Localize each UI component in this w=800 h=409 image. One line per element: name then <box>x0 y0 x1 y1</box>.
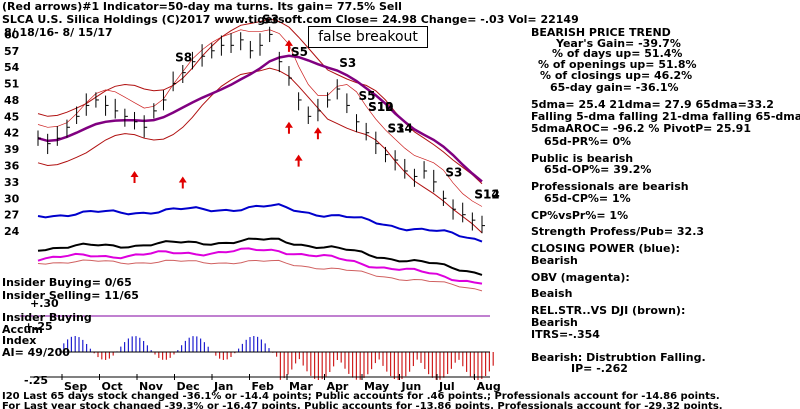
signal-label: S14 <box>387 122 412 136</box>
signal-label: S5 <box>359 89 376 103</box>
insider-buying2-label: Insider Buying <box>2 311 92 324</box>
month-label: Jun <box>401 380 422 393</box>
month-label: Apr <box>327 380 349 393</box>
itrs-value: ITRS=-.354 <box>531 328 600 341</box>
y-tick-label: 54 <box>4 61 20 74</box>
footer-line1: I20 Last 65 days stock changed -36.1% or… <box>2 391 720 402</box>
month-label: Jan <box>213 380 233 393</box>
obv-label: OBV (magenta): <box>531 271 630 284</box>
signal-label: S12 <box>368 100 393 114</box>
ai-label: AI= 49/200 <box>2 346 70 359</box>
cp-value: 65d-CP%= 1% <box>544 192 631 205</box>
lower-band-line <box>37 67 483 234</box>
y-tick-label: 30 <box>4 192 20 205</box>
y-tick-label: 60 <box>4 28 20 41</box>
dma-values: 5dma= 25.4 21dma= 27.9 65dma=33.2 <box>531 98 774 111</box>
month-label: Jul <box>438 380 455 393</box>
pros-bearish: Professionals are bearish <box>531 180 689 193</box>
aroc-pivot: 5dmaAROC= -96.2 % PivotP= 25.91 <box>531 122 751 135</box>
month-label: Aug <box>477 380 501 393</box>
y-tick-label: 48 <box>4 94 19 107</box>
signal-label: S3 <box>339 56 356 70</box>
insider-selling-label: Insider Selling= 11/65 <box>2 289 139 302</box>
cp-vs-pr: CP%vsPr%= 1% <box>531 209 629 222</box>
relative-strength-line <box>37 237 483 276</box>
y-tick-label: 36 <box>4 160 20 173</box>
obv-value: Beaish <box>531 287 573 300</box>
y-tick-label: 45 <box>4 110 19 123</box>
ma65-line <box>37 54 483 183</box>
upper-dotted-band <box>37 29 483 207</box>
y-tick-label: 51 <box>4 78 19 91</box>
ip-value: IP= -.262 <box>571 362 628 375</box>
trend-title: BEARISH PRICE TREND <box>531 26 671 39</box>
y-tick-label: 57 <box>4 45 19 58</box>
y-tick-label: 27 <box>4 209 19 222</box>
relstr-label: REL.STR..VS DJI (brown): <box>531 304 686 317</box>
op-value: 65d-OP%= 39.2% <box>544 163 652 176</box>
closing-power-value: Bearish <box>531 254 578 267</box>
indicator-line: (Red arrows)#1 Indicator=50-day ma turns… <box>2 0 402 13</box>
red-arrow <box>284 39 293 52</box>
y-tick-label: 39 <box>4 143 19 156</box>
falling-dma: Falling 5-dma falling 21-dma falling 65-… <box>531 110 800 123</box>
closing-power-line <box>37 203 483 243</box>
relstr-value: Bearish <box>531 316 578 329</box>
strength-ratio: Strength Profess/Pub= 32.3 <box>531 225 705 238</box>
month-label: May <box>364 380 389 393</box>
false-breakout-box: false breakout <box>308 26 428 48</box>
openings-up: % of openings up= 51.8% <box>538 58 697 71</box>
footer-line2: For Last year stock changed -39.3% or -1… <box>2 401 723 409</box>
signal-label: S3 <box>262 12 279 26</box>
signal-label: S10 <box>368 100 393 114</box>
month-label: Oct <box>102 380 123 393</box>
gain-65: 65-day gain= -36.1% <box>550 81 679 94</box>
closings-up: % of closings up= 46.2% <box>540 69 693 82</box>
obv-ma-line <box>37 259 483 292</box>
obv-line <box>37 247 483 285</box>
month-label: Dec <box>177 380 200 393</box>
month-label: Feb <box>252 380 275 393</box>
signal-label: S8 <box>175 51 192 65</box>
y-tick-label: 24 <box>4 225 20 238</box>
month-label: Nov <box>139 380 164 393</box>
signal-label: S12 <box>474 187 499 201</box>
signal-label: S14 <box>474 187 499 201</box>
closing-power-label: CLOSING POWER (blue): <box>531 242 680 255</box>
date-range: 8/ 18/16- 8/ 15/17 <box>4 26 113 39</box>
accum-label: Accum <box>2 323 43 336</box>
signal-label: S5 <box>291 45 308 59</box>
index-label: Index <box>2 334 37 347</box>
insider-buying-label: Insider Buying= 0/65 <box>2 276 132 289</box>
red-arrow <box>130 170 139 183</box>
red-arrow <box>313 127 322 140</box>
y-tick-label: 42 <box>4 127 19 140</box>
red-arrow <box>178 176 187 189</box>
signal-label: S3 <box>387 122 404 136</box>
accum-axis-label: -.25 <box>24 374 48 387</box>
public-bearish: Public is bearish <box>531 152 634 165</box>
bearish-distribution: Bearish: Distrubtion Falling. <box>531 351 706 364</box>
years-gain: Year's Gain= -39.7% <box>556 37 681 50</box>
title-line: SLCA U.S. Silica Holdings (C)2017 www.ti… <box>2 13 579 26</box>
month-label: Sep <box>64 380 87 393</box>
red-arrow <box>294 154 303 167</box>
y-tick-label: 33 <box>4 176 19 189</box>
accum-axis-label: +.25 <box>24 320 53 333</box>
days-up: % of days up= 51.4% <box>552 47 683 60</box>
plus30-label: +.30 <box>30 297 59 310</box>
pr-value: 65d-PR%= 0% <box>544 135 632 148</box>
red-arrow <box>284 121 293 134</box>
signal-label: S3 <box>445 165 462 179</box>
month-label: Mar <box>289 380 313 393</box>
